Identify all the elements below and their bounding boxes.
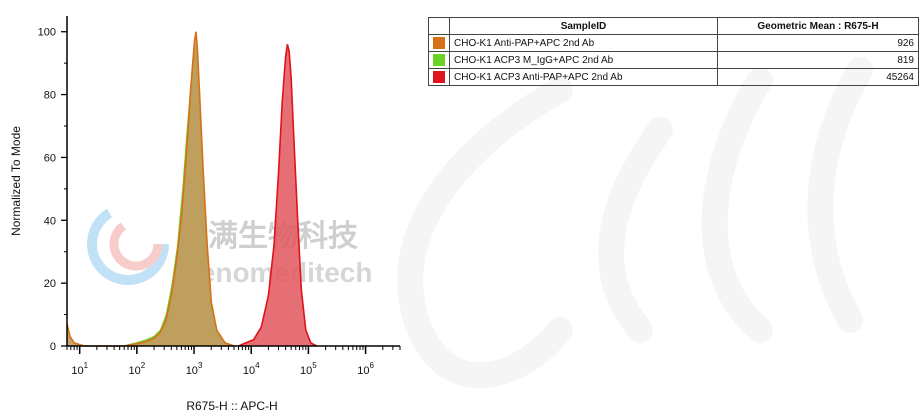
watermark: 吉满生物科技 Genomeditech [87,57,873,389]
y-tick-label: 80 [44,90,56,102]
y-tick-label: 0 [50,341,56,353]
x-tick-label: 105 [300,361,317,377]
watermark-strokes [397,57,873,389]
series-line [238,44,318,347]
series-area [67,31,234,346]
geometric-mean-value: 926 [716,34,919,52]
x-tick-label: 101 [71,361,88,377]
header-sampleid: SampleID [449,17,718,35]
x-tick-label: 102 [129,361,146,377]
sample-id: CHO-K1 Anti-PAP+APC 2nd Ab [449,34,718,52]
x-tick-label: 103 [186,361,203,377]
sample-id: CHO-K1 ACP3 M_IgG+APC 2nd Ab [449,51,718,69]
color-swatch [433,71,445,83]
histogram-curves [66,31,318,347]
color-swatch [433,37,445,49]
y-tick-label: 40 [44,215,56,227]
y-axis-label: Normalized To Mode [9,126,23,236]
geometric-mean-value: 819 [716,51,919,69]
y-tick-label: 100 [38,27,56,39]
axes [66,16,400,347]
x-tick-label: 104 [243,361,260,377]
y-tick-label: 60 [44,152,56,164]
header-swatch [428,17,450,35]
geometric-mean-value: 45264 [716,68,919,86]
legend-row: CHO-K1 Anti-PAP+APC 2nd Ab 926 [428,34,919,52]
sample-id: CHO-K1 ACP3 Anti-PAP+APC 2nd Ab [449,68,718,86]
color-swatch [433,54,445,66]
legend-table: SampleID Geometric Mean : R675-H CHO-K1 … [428,17,919,86]
header-geometric-mean: Geometric Mean : R675-H [716,17,919,35]
legend-row: CHO-K1 ACP3 M_IgG+APC 2nd Ab 819 [428,51,919,69]
x-ticks: 101 102 103 104 105 106 [66,346,401,377]
legend-header-row: SampleID Geometric Mean : R675-H [428,17,919,35]
legend-row: CHO-K1 ACP3 Anti-PAP+APC 2nd Ab 45264 [428,68,919,86]
legend-table-container: SampleID Geometric Mean : R675-H CHO-K1 … [428,17,919,86]
y-tick-label: 20 [44,278,56,290]
x-axis-label: R675-H :: APC-H [186,399,277,413]
y-ticks: 0 20 40 60 80 100 [38,27,67,353]
watermark-logo [87,203,169,285]
x-tick-label: 106 [357,361,374,377]
